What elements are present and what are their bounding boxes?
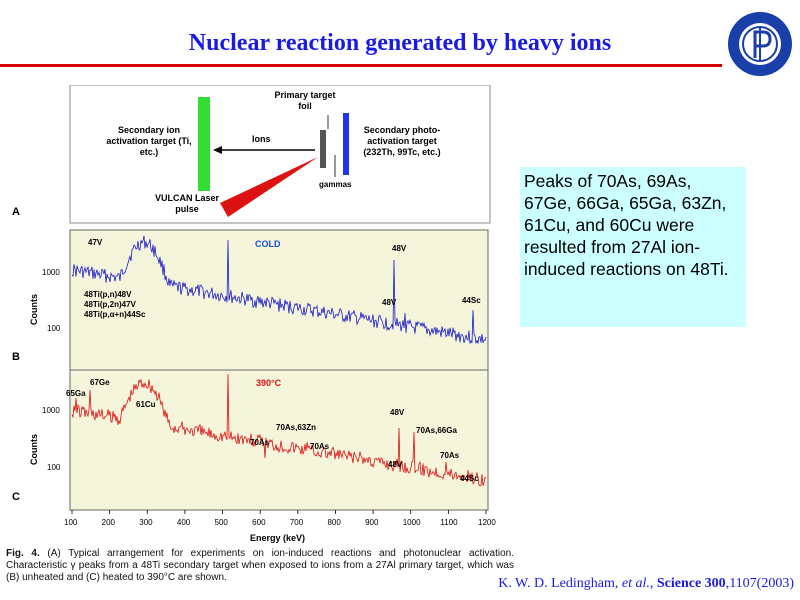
slide-title: Nuclear reaction generated by heavy ions	[188, 30, 612, 56]
panel-c-peak-70as-2: 70As	[310, 442, 330, 451]
panel-c-peak-48v-1: 48V	[390, 408, 405, 417]
x-tick-label: 700	[290, 518, 304, 527]
panel-b-reaction-1: 48Ti(p,n)48V	[84, 290, 132, 299]
caption-text: (A) Typical arrangement for experiments …	[6, 548, 514, 583]
x-tick-label: 1000	[403, 518, 421, 527]
secondary-ion-target-bar	[198, 97, 210, 191]
x-tick-label: 1200	[478, 518, 496, 527]
panel-b-peak-47v: 47V	[88, 238, 103, 247]
panel-c-label: C	[12, 491, 20, 503]
x-tick-label: 400	[177, 518, 191, 527]
x-tick-label: 900	[365, 518, 379, 527]
laser-label: VULCAN Laser pulse	[154, 193, 219, 214]
panel-c-peak-70as-63zn: 70As,63Zn	[276, 423, 316, 432]
secondary-ion-target-label: Secondary ion activation target (Ti, etc…	[106, 125, 192, 157]
figure-caption: Fig. 4. (A) Typical arrangement for expe…	[6, 548, 514, 584]
panel-c-peak-65ga: 65Ga	[66, 389, 86, 398]
caption-fig-label: Fig. 4.	[6, 548, 40, 559]
panel-c-ytick-100: 100	[47, 463, 61, 472]
institute-of-physics-cas-seal-icon	[728, 12, 792, 76]
title-rule	[0, 64, 722, 67]
x-tick-label: 200	[102, 518, 116, 527]
x-tick-label: 600	[252, 518, 266, 527]
gammas-label: gammas	[319, 180, 352, 189]
panel-c-condition: 390°C	[256, 378, 282, 388]
panel-b-label: B	[12, 351, 20, 363]
citation-pages: ,1107(2003)	[725, 576, 794, 591]
panel-c-ytick-1000: 1000	[42, 406, 60, 415]
panel-a-label: A	[12, 206, 20, 218]
secondary-photo-target-label: Secondary photo-activation target (232Th…	[363, 125, 441, 157]
panel-c-spectrum: C 1000 100 Counts 390°C 65Ga 67Ge 61Cu 7…	[12, 369, 489, 511]
panel-b-ylabel: Counts	[29, 294, 39, 325]
panel-c-ylabel: Counts	[29, 434, 39, 465]
panel-b-peak-44sc: 44Sc	[462, 296, 481, 305]
x-axis-ticks: 100 200 300 400 500 600 700 800 900 1000 1100 1200	[64, 510, 496, 527]
x-tick-label: 800	[327, 518, 341, 527]
panel-b-reaction-2: 48Ti(p,2n)47V	[84, 300, 137, 309]
x-tick-label: 1100	[440, 518, 458, 527]
figure-4: A Secondary ion activation target (Ti, e…	[12, 85, 496, 543]
x-tick-label: 100	[64, 518, 78, 527]
panel-b-ytick-100: 100	[47, 324, 61, 333]
panel-c-peak-48v-2: 48V	[388, 460, 403, 469]
primary-target-label: Primary target foil	[274, 90, 336, 111]
panel-b-reaction-3: 48Ti(p,α+n)44Sc	[84, 310, 146, 319]
ions-label: Ions	[252, 134, 271, 144]
x-tick-label: 300	[139, 518, 153, 527]
panel-b-spectrum-line	[71, 235, 487, 345]
laser-pulse-beam	[220, 157, 318, 217]
panel-c-peak-70as-66ga: 70As,66Ga	[416, 426, 457, 435]
panel-b-spectrum: B 1000 100 Counts COLD 47V 48V 48V 44Sc …	[12, 229, 489, 371]
panel-c-peak-70as-3: 70As	[440, 451, 460, 460]
citation-authors: K. W. D. Ledingham,	[498, 576, 619, 591]
panel-c-spectrum-line	[71, 373, 487, 487]
panel-c-peak-44sc: 44Sc	[460, 474, 479, 483]
panel-b-peak-48v-1: 48V	[392, 244, 407, 253]
x-tick-label: 500	[215, 518, 229, 527]
panel-b-peak-48v-2: 48V	[382, 298, 397, 307]
peaks-info-box: Peaks of 70As, 69As, 67Ge, 66Ga, 65Ga, 6…	[520, 167, 746, 327]
citation-journal: Science 300	[656, 576, 726, 591]
panel-c-peak-61cu: 61Cu	[136, 400, 156, 409]
panel-a-diagram: A Secondary ion activation target (Ti, e…	[12, 85, 491, 224]
panel-c-peak-67ge: 67Ge	[90, 378, 110, 387]
x-axis-label: Energy (keV)	[250, 533, 305, 543]
primary-target-foil	[320, 130, 326, 168]
citation: K. W. D. Ledingham, et al., Science 300,…	[498, 576, 794, 592]
panel-b-condition: COLD	[255, 239, 281, 249]
citation-etal: et al.,	[621, 576, 654, 591]
panel-c-peak-70as-1: 70As	[250, 438, 270, 447]
secondary-photo-target-bar	[343, 113, 349, 175]
panel-b-ytick-1000: 1000	[42, 268, 60, 277]
